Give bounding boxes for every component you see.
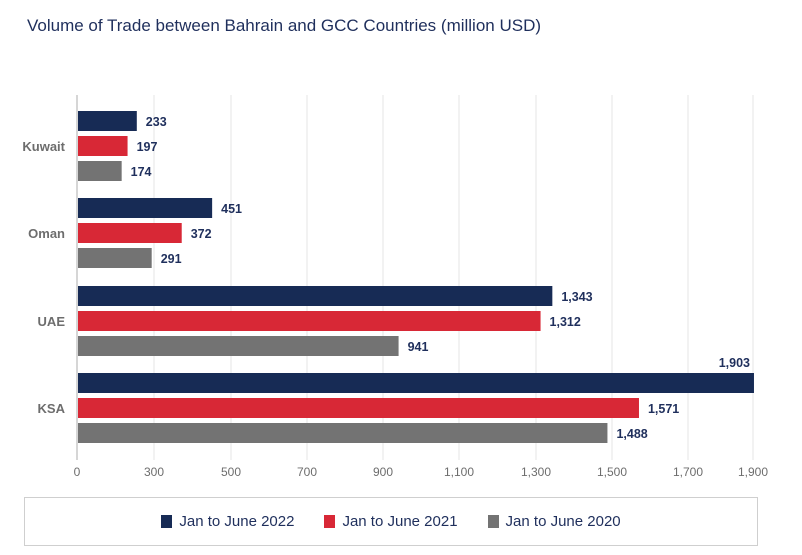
x-tick-label: 700 [297, 465, 317, 479]
legend-item: Jan to June 2022 [161, 513, 294, 530]
data-label: 1,312 [550, 315, 581, 329]
category-label: KSA [38, 401, 66, 416]
x-tick-label: 500 [221, 465, 241, 479]
data-label: 197 [137, 140, 158, 154]
x-tick-label: 900 [373, 465, 393, 479]
data-label: 1,571 [648, 402, 679, 416]
bar [78, 398, 639, 418]
legend-swatch [487, 515, 499, 528]
x-tick-label: 1,300 [521, 465, 551, 479]
bar [78, 423, 608, 443]
x-tick-label: 1,700 [673, 465, 703, 479]
bar [78, 248, 152, 268]
bar [78, 198, 213, 218]
category-label: Oman [28, 226, 65, 241]
bar [78, 161, 122, 181]
x-tick-label: 1,500 [597, 465, 627, 479]
legend: Jan to June 2022 Jan to June 2021 Jan to J… [24, 497, 758, 546]
data-label: 941 [408, 340, 429, 354]
bar [78, 286, 553, 306]
x-tick-label: 0 [74, 465, 81, 479]
data-label: 233 [146, 115, 167, 129]
legend-label: Jan to June 2021 [342, 513, 458, 530]
legend-item: Jan to June 2021 [324, 513, 458, 530]
bar [78, 136, 128, 156]
x-tick-label: 300 [144, 465, 164, 479]
data-label: 1,343 [561, 290, 592, 304]
bar [78, 336, 399, 356]
legend-swatch [324, 515, 336, 528]
category-label: Kuwait [22, 139, 65, 154]
legend-swatch [161, 515, 173, 528]
legend-label: Jan to June 2022 [179, 513, 295, 530]
legend-item: Jan to June 2020 [487, 513, 621, 530]
data-label: 451 [221, 202, 242, 216]
bar-chart: 0 300 500 700 900 1,100 1,300 1,500 1,700 1,900 Ku… [22, 95, 768, 479]
bar [78, 311, 541, 331]
data-label: 291 [161, 252, 182, 266]
x-tick-label: 1,900 [738, 465, 768, 479]
chart-title: Volume of Trade between Bahrain and GCC … [27, 16, 542, 35]
legend-label: Jan to June 2020 [505, 513, 621, 530]
bar [78, 111, 137, 131]
data-label: 1,903 [719, 356, 750, 370]
data-label: 372 [191, 227, 212, 241]
category-label: UAE [38, 314, 66, 329]
data-label: 174 [131, 165, 152, 179]
bar [78, 223, 182, 243]
x-tick-label: 1,100 [444, 465, 474, 479]
bar [78, 373, 754, 393]
data-label: 1,488 [616, 427, 647, 441]
